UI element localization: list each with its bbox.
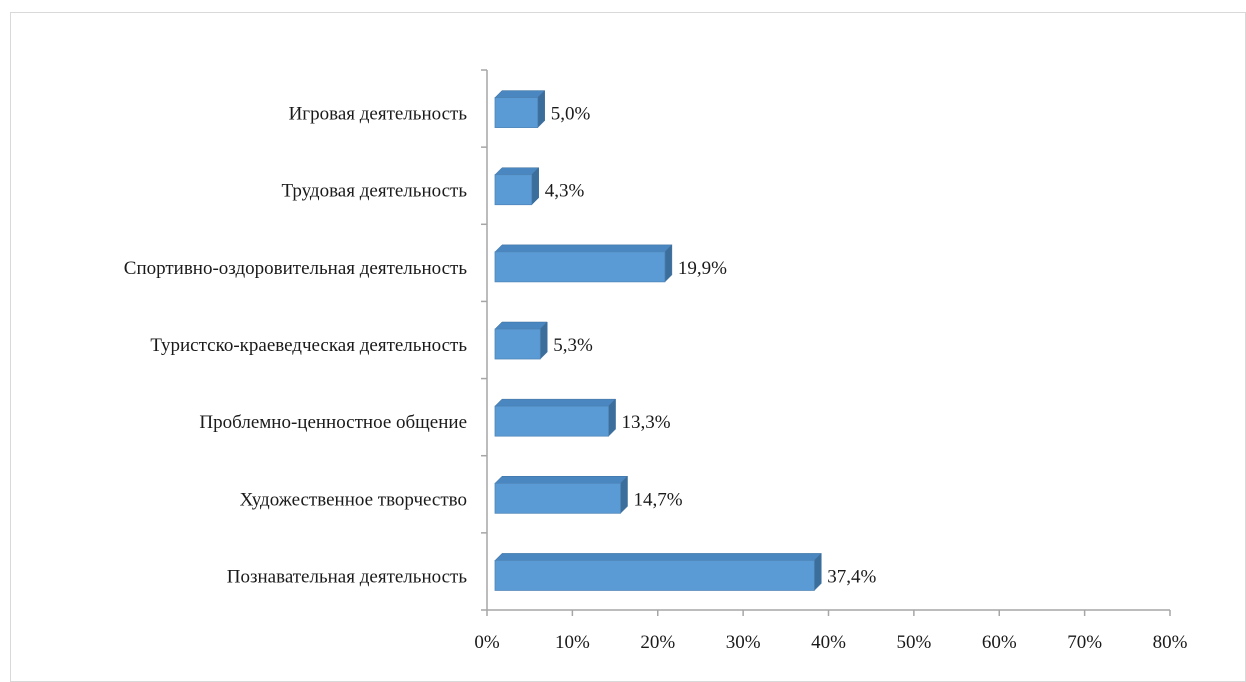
data-label: 19,9% [678, 258, 727, 279]
bar [494, 97, 539, 128]
category-label: Игровая деятельность [289, 104, 468, 125]
x-tick-label: 40% [811, 632, 846, 653]
bar-top-face [494, 553, 822, 561]
data-label: 4,3% [545, 181, 585, 202]
x-tick-label: 80% [1153, 632, 1188, 653]
data-label: 14,7% [634, 489, 683, 510]
x-tick-label: 30% [726, 632, 761, 653]
category-label: Познавательная деятельность [227, 566, 468, 587]
bar [494, 174, 533, 206]
x-tick-label: 10% [555, 632, 590, 653]
category-label: Проблемно-ценностное общение [199, 412, 467, 433]
bar [494, 251, 666, 283]
category-label: Трудовая деятельность [281, 181, 467, 202]
data-label: 37,4% [827, 566, 876, 587]
x-tick-label: 70% [1067, 632, 1102, 653]
data-label: 13,3% [622, 412, 671, 433]
bar-top-face [494, 167, 540, 175]
x-tick-label: 60% [982, 632, 1017, 653]
x-tick-label: 50% [896, 632, 931, 653]
bar-top-face [494, 476, 629, 484]
category-label: Художественное творчество [240, 489, 467, 510]
bar [494, 405, 609, 437]
bar-top-face [494, 90, 546, 98]
bar-top-face [494, 398, 617, 407]
x-tick-label: 20% [640, 632, 675, 653]
bar [494, 560, 815, 591]
category-label: Спортивно-оздоровительная деятельность [124, 258, 468, 279]
bar [494, 328, 541, 360]
bar [494, 482, 621, 514]
bar-top-face [494, 321, 548, 330]
bar-chart: 0% 10% 20% 30% 40% 50% 60% 70% 80% 5,0% Игровая де… [124, 69, 1188, 653]
category-label: Туристско-краеведческая деятельность [150, 335, 467, 356]
bar-top-face [494, 244, 673, 253]
x-tick-label: 0% [474, 632, 500, 653]
data-label: 5,3% [553, 335, 593, 356]
data-label: 5,0% [551, 104, 591, 125]
